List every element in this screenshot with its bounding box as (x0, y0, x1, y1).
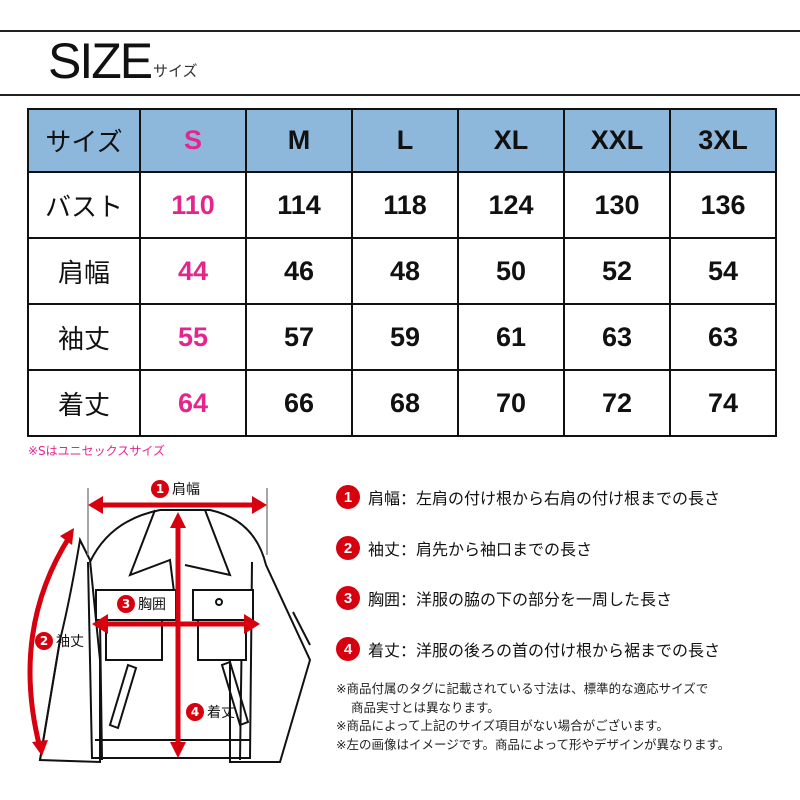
cell: 48 (351, 237, 459, 305)
measurement-arrows (27, 488, 268, 758)
row-label: バスト (27, 171, 141, 239)
cell: 130 (563, 171, 671, 239)
jacket-diagram (27, 488, 312, 764)
cell: 72 (563, 369, 671, 437)
note-line: ※商品付属のタグに記載されている寸法は、標準的な適応サイズで (336, 681, 709, 696)
col-header: S (139, 108, 247, 173)
cell: 61 (457, 303, 565, 371)
cell: 110 (139, 171, 247, 239)
page-title: SIZE (48, 33, 153, 89)
cell: 74 (669, 369, 777, 437)
cell: 46 (245, 237, 353, 305)
diagram-label-sleeve: 2 袖丈 (35, 631, 84, 651)
cell: 136 (669, 171, 777, 239)
table-row: バスト 110 114 118 124 130 136 (27, 171, 777, 239)
cell: 64 (139, 369, 247, 437)
cell: 54 (669, 237, 777, 305)
cell: 57 (245, 303, 353, 371)
table-row: 肩幅 44 46 48 50 52 54 (27, 237, 777, 305)
cell: 59 (351, 303, 459, 371)
notes: ※商品付属のタグに記載されている寸法は、標準的な適応サイズで 商品実寸とは異なり… (336, 680, 730, 754)
diagram-label-chest: 3 胸囲 (117, 594, 166, 614)
cell: 70 (457, 369, 565, 437)
table-row: 着丈 64 66 68 70 72 74 (27, 369, 777, 437)
diagram-label-length: 4 着丈 (186, 702, 235, 722)
jacket-outline (38, 509, 312, 764)
cell: 68 (351, 369, 459, 437)
legend-item: 4 着丈 ：洋服の後ろの首の付け根から裾までの長さ (336, 636, 720, 662)
col-header: XL (457, 108, 565, 173)
cell: 118 (351, 171, 459, 239)
table-row: 袖丈 55 57 59 61 63 63 (27, 303, 777, 371)
size-table: サイズ S M L XL XXL 3XL バスト 110 114 118 124 130 1… (27, 108, 777, 437)
row-label: 肩幅 (27, 237, 141, 305)
col-header: M (245, 108, 353, 173)
cell: 66 (245, 369, 353, 437)
diagram-label-shoulder: 1 肩幅 (151, 479, 200, 499)
title-rule (0, 94, 800, 96)
cell: 63 (669, 303, 777, 371)
unisex-note: ※Sはユニセックスサイズ (28, 444, 165, 458)
note-line: 商品実寸とは異なります。 (351, 699, 500, 715)
row-label: 着丈 (27, 369, 141, 437)
top-rule (0, 30, 800, 32)
col-header: サイズ (27, 108, 141, 173)
cell: 55 (139, 303, 247, 371)
note-line: ※左の画像はイメージです。商品によって形やデザインが異なります。 (336, 736, 731, 752)
note-line: ※商品によって上記のサイズ項目がない場合がございます。 (336, 718, 669, 733)
cell: 52 (563, 237, 671, 305)
cell: 124 (457, 171, 565, 239)
col-header: 3XL (669, 108, 777, 173)
legend-item: 2 袖丈 ：肩先から袖口までの長さ (336, 535, 592, 561)
col-header: L (351, 108, 459, 173)
legend-item: 3 胸囲 ：洋服の脇の下の部分を一周した長さ (336, 585, 672, 611)
cell: 44 (139, 237, 247, 305)
cell: 63 (563, 303, 671, 371)
cell: 50 (457, 237, 565, 305)
row-label: 袖丈 (27, 303, 141, 371)
cell: 114 (245, 171, 353, 239)
legend-item: 1 肩幅 ：左肩の付け根から右肩の付け根までの長さ (336, 484, 720, 510)
table-header-row: サイズ S M L XL XXL 3XL (27, 108, 777, 173)
col-header: XXL (563, 108, 671, 173)
page-subtitle: サイズ (153, 62, 198, 80)
